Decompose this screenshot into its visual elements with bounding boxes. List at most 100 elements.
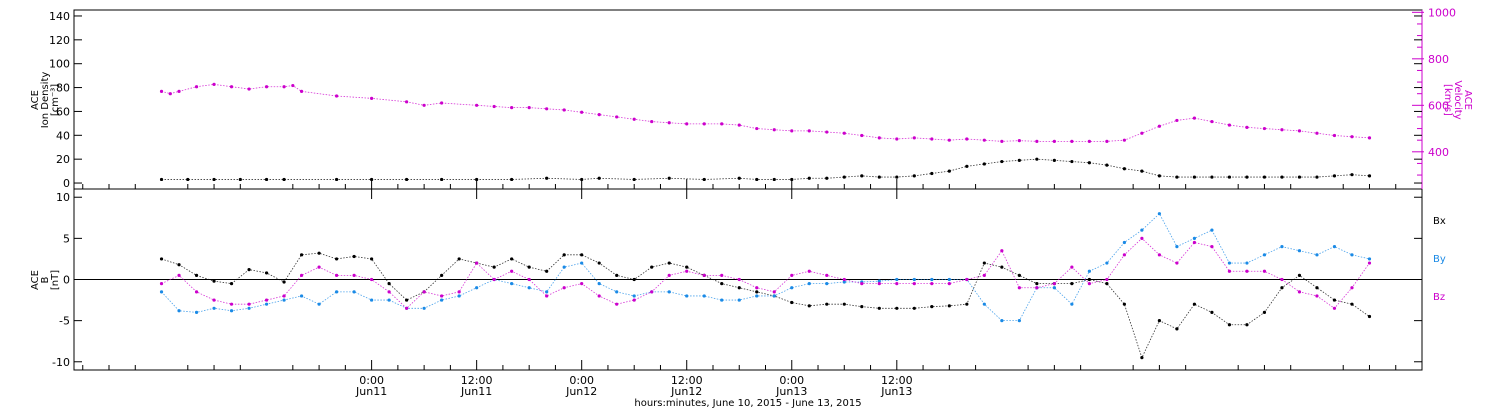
bx-trace (161, 252, 1370, 359)
velocity-point (1157, 124, 1162, 128)
x-tick-date-label: Jun13 (880, 385, 912, 398)
velocity-point (965, 137, 969, 141)
x-tick-time-label: 12:00 (671, 374, 703, 387)
density-point (982, 162, 986, 166)
velocity-point (1227, 123, 1232, 127)
legend-bz: Bz (1433, 292, 1445, 303)
velocity-point (947, 138, 951, 142)
bz-point (1245, 269, 1249, 273)
velocity-point (1175, 118, 1179, 123)
bx-point (1017, 273, 1021, 277)
density-point (702, 177, 706, 182)
velocity-tick-label: 600 (1428, 99, 1449, 112)
density-point (737, 176, 741, 180)
velocity-point (1350, 135, 1354, 139)
density-tick-label: 20 (56, 153, 70, 166)
velocity-point (440, 101, 444, 105)
by-point (1350, 253, 1354, 257)
velocity-axis-title-line2: Velocity (1452, 80, 1463, 119)
x-tick-date-label: Jun11 (460, 385, 492, 398)
field-tick-label: -10 (52, 356, 70, 369)
bz-point (930, 282, 934, 286)
density-point (1175, 175, 1179, 179)
velocity-point (1140, 131, 1144, 135)
velocity-point (807, 129, 811, 133)
bx-point (895, 306, 899, 310)
by-point (842, 280, 846, 284)
field-tick-label: 0 (63, 274, 70, 287)
by-point (755, 294, 759, 298)
density-tick-label: 100 (49, 58, 70, 71)
density-point (510, 177, 514, 182)
by-point (825, 282, 829, 286)
x-tick-time-label: 12:00 (881, 374, 913, 387)
density-point (1367, 174, 1372, 178)
x-tick-time-label: 0:00 (359, 374, 384, 387)
velocity-point (299, 89, 304, 93)
velocity-point (1210, 119, 1214, 124)
velocity-point (1367, 136, 1372, 140)
by-point (720, 298, 724, 302)
bx-point (334, 257, 339, 261)
bz-point (212, 298, 216, 302)
bx-point (510, 257, 514, 261)
by-trace (161, 213, 1370, 322)
density-point (1350, 173, 1354, 177)
density-point (212, 177, 216, 182)
velocity-point (229, 85, 234, 89)
velocity-axis-title-line1: ACE (1462, 90, 1473, 110)
density-tick-label: 0 (63, 177, 70, 190)
velocity-point (842, 131, 846, 135)
bz-point (229, 302, 234, 306)
by-point (667, 290, 671, 294)
velocity-point (720, 122, 724, 126)
by-point (352, 290, 356, 294)
field-axis-title-line3: [nT] (50, 270, 61, 290)
velocity-trace (161, 83, 1370, 142)
x-tick-date-label: Jun12 (565, 385, 597, 398)
density-point (842, 175, 846, 179)
density-tick-label: 60 (56, 105, 70, 118)
bx-point (1367, 314, 1372, 319)
bx-point (370, 257, 374, 261)
field-axis-title-line2: B (40, 276, 51, 283)
bz-point (457, 290, 461, 294)
bx-point (930, 305, 934, 309)
bx-point (194, 273, 199, 277)
x-axis-title: hours:minutes, June 10, 2015 - June 13, … (634, 398, 861, 409)
density-point (930, 171, 934, 176)
velocity-point (737, 123, 741, 127)
velocity-point (264, 85, 269, 89)
density-point (1122, 167, 1126, 171)
density-point (1087, 161, 1091, 165)
velocity-point (685, 122, 689, 126)
velocity-point (212, 82, 216, 86)
x-tick-time-label: 0:00 (569, 374, 594, 387)
density-point (860, 174, 864, 178)
bz-point (334, 273, 339, 277)
velocity-point (1332, 133, 1337, 138)
legend-bx: Bx (1433, 216, 1446, 227)
by-point (1367, 257, 1372, 261)
density-axis-title-line3: [cm⁻³] (50, 84, 61, 116)
bz-point (247, 302, 251, 306)
bz-point (1262, 269, 1267, 273)
by-point (387, 298, 391, 302)
velocity-point (1262, 126, 1267, 131)
by-point (930, 277, 934, 282)
by-point (510, 282, 514, 286)
density-point (632, 177, 636, 182)
bx-point (667, 261, 671, 265)
density-tick-label: 120 (49, 34, 70, 47)
x-tick-date-label: Jun11 (355, 385, 387, 398)
by-point (702, 294, 706, 298)
by-point (545, 290, 549, 294)
bz-point (947, 282, 951, 286)
bx-point (807, 304, 811, 308)
by-point (580, 261, 584, 265)
velocity-point (247, 87, 251, 91)
velocity-point (334, 94, 339, 98)
velocity-point (702, 122, 706, 126)
